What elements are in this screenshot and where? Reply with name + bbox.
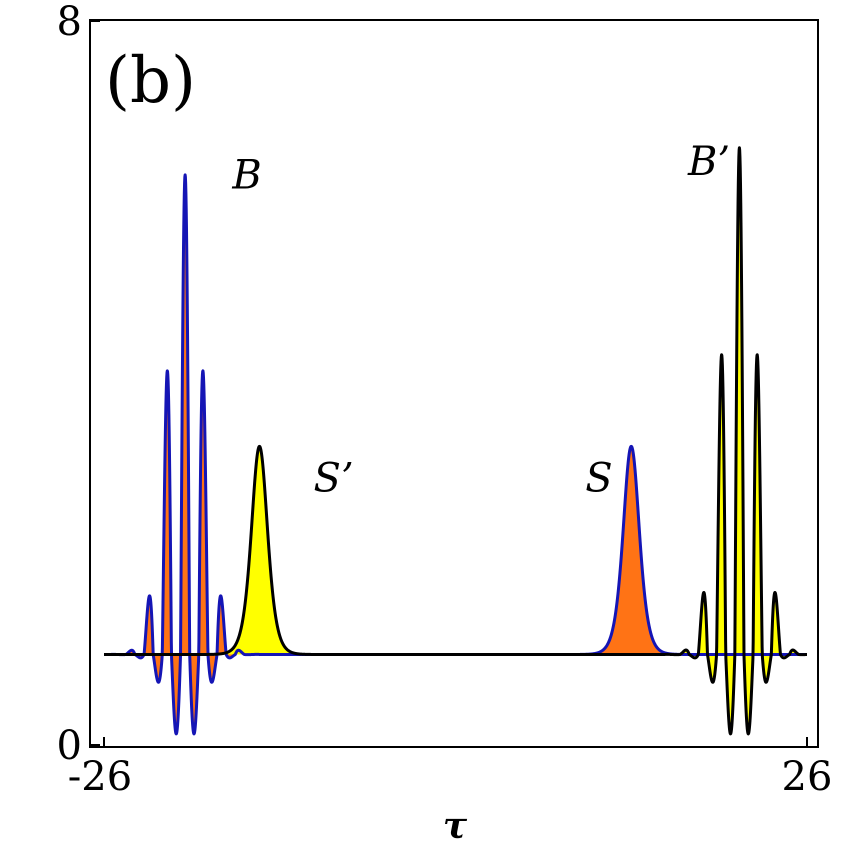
- y-tick-label: 8: [57, 0, 82, 45]
- x-axis-label: τ: [443, 805, 468, 847]
- annotation-label: B: [231, 152, 261, 198]
- series-line-black: [102, 146, 809, 736]
- curve-fills: [104, 147, 807, 734]
- annotation-label: S: [585, 456, 612, 502]
- curve-lines: [102, 146, 809, 736]
- x-tick-label: 26: [782, 754, 833, 800]
- plot-background: [90, 20, 818, 747]
- plot-frame: [89, 19, 819, 748]
- annotation-label: B’: [687, 139, 730, 185]
- series-fill-blue: [104, 174, 807, 734]
- curve-annotations: B S’ S B’: [231, 139, 730, 502]
- annotation-label: S’: [314, 456, 354, 502]
- y-tick-label: 0: [57, 723, 82, 769]
- panel-label: (b): [105, 44, 196, 118]
- x-tick-label: -26: [68, 754, 132, 800]
- axis-ticks: -26 26 0 8: [57, 0, 833, 800]
